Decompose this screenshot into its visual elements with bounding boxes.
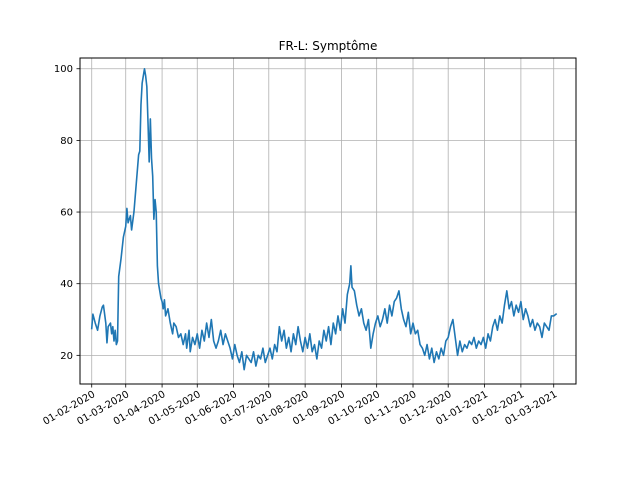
series-line xyxy=(90,67,558,371)
series-layer xyxy=(90,67,558,371)
y-tick-label: 40 xyxy=(60,279,73,290)
tick-marks xyxy=(76,68,555,388)
chart-title: FR-L: Symptôme xyxy=(279,39,378,53)
y-tick-label: 60 xyxy=(60,208,73,219)
plot-area-frame xyxy=(79,57,577,385)
grid-lines xyxy=(80,58,576,384)
y-tick-labels: 20 40 60 80 100 xyxy=(54,64,73,362)
y-tick-label: 80 xyxy=(60,136,73,147)
y-tick-label: 100 xyxy=(54,64,73,75)
y-tick-label: 20 xyxy=(60,351,73,362)
